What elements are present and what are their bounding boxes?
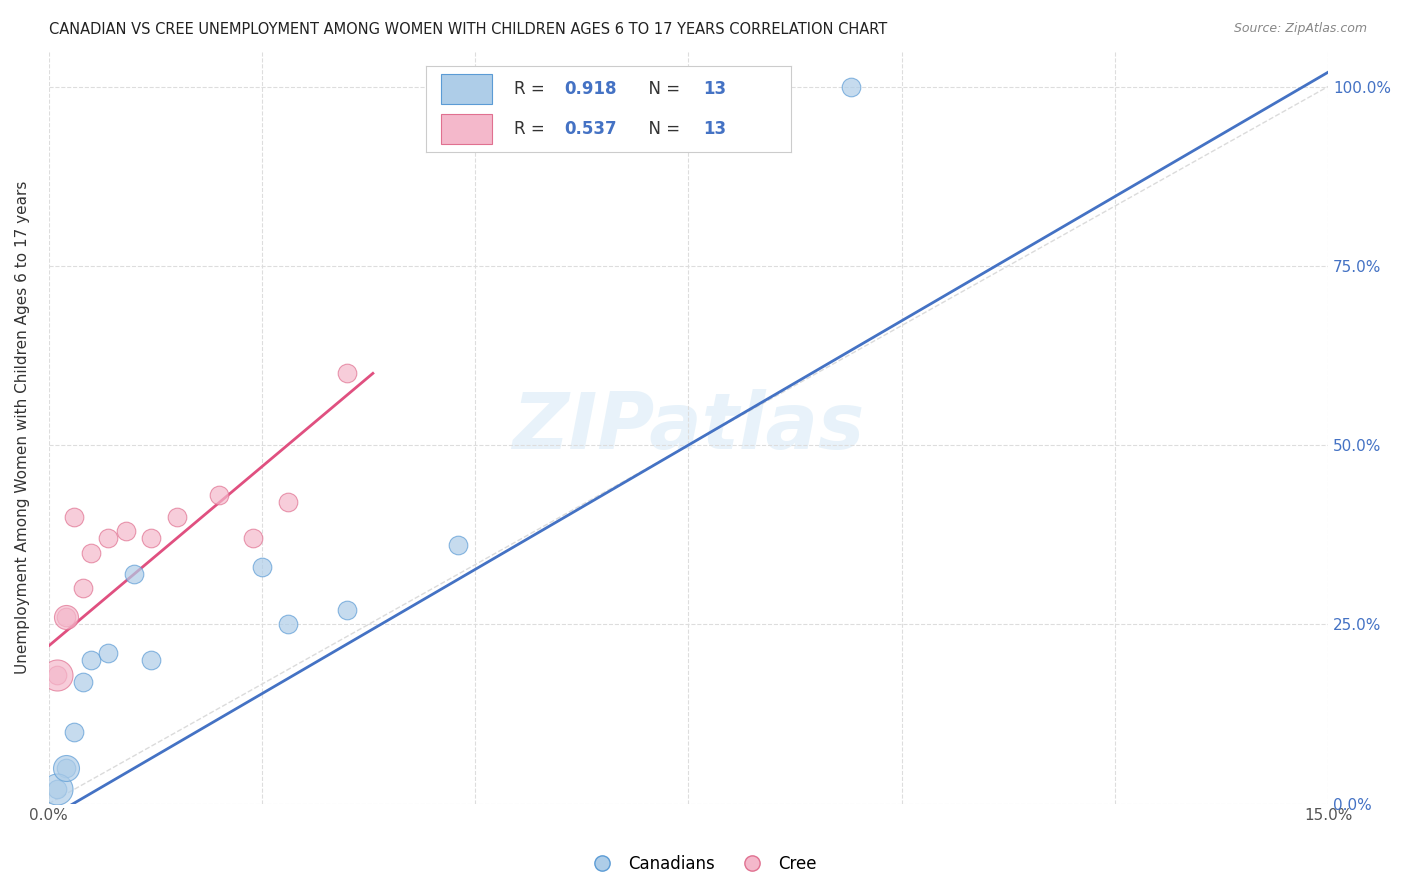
Point [166,509,188,524]
Point [46,782,69,797]
Point [114,524,136,538]
Point [55,761,77,775]
Point [46,667,69,681]
Point [55,610,77,624]
Point [63,725,86,739]
Point [139,653,162,667]
Point [336,603,359,617]
Point [72,674,94,689]
Y-axis label: Unemployment Among Women with Children Ages 6 to 17 years: Unemployment Among Women with Children A… [15,180,30,673]
Point [80,546,103,560]
Point [242,531,264,545]
Point [72,582,94,596]
Point [80,653,103,667]
Point [250,560,273,574]
Point [277,617,299,632]
Point [46,667,69,681]
Point [63,509,86,524]
Point [97,531,120,545]
Point [139,531,162,545]
Point [336,367,359,381]
Point [55,610,77,624]
Point [122,567,145,582]
Point [97,646,120,660]
Point [277,495,299,509]
Legend: Canadians, Cree: Canadians, Cree [583,848,823,880]
Point [46,782,69,797]
Text: ZIPatlas: ZIPatlas [512,389,865,465]
Point [208,488,231,502]
Point [839,79,862,94]
Text: CANADIAN VS CREE UNEMPLOYMENT AMONG WOMEN WITH CHILDREN AGES 6 TO 17 YEARS CORRE: CANADIAN VS CREE UNEMPLOYMENT AMONG WOME… [49,22,887,37]
Point [55,761,77,775]
Point [447,539,470,553]
Text: Source: ZipAtlas.com: Source: ZipAtlas.com [1233,22,1367,36]
